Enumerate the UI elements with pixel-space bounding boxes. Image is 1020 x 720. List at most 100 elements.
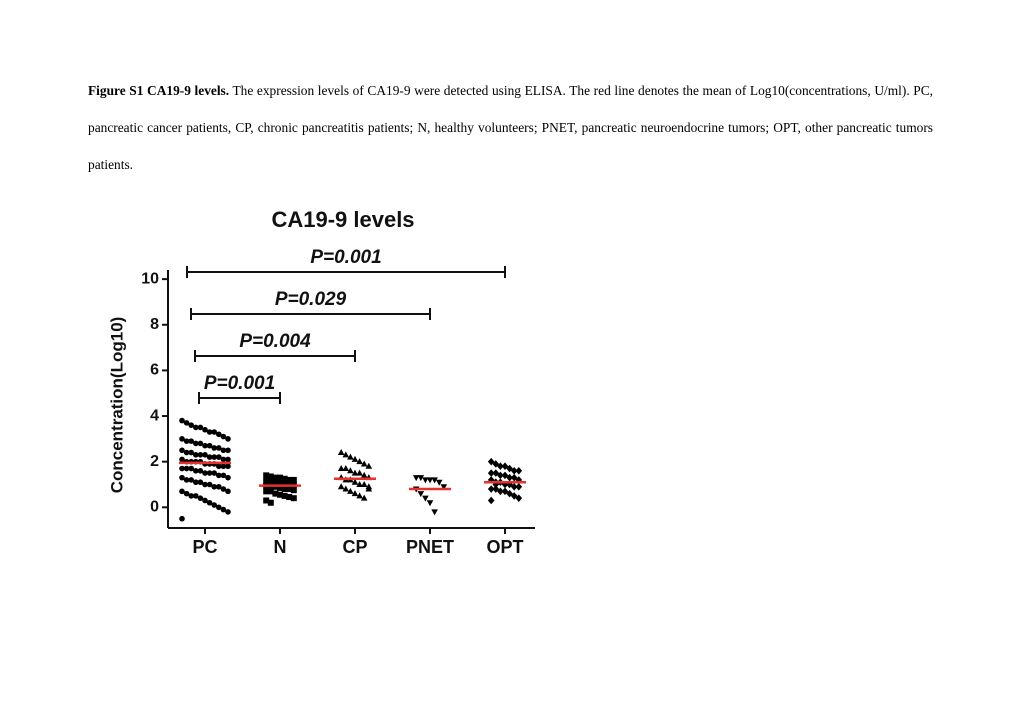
data-point [179,474,185,481]
x-tick-label: CP [342,537,367,557]
y-tick-label: 4 [150,407,159,424]
data-point [183,420,190,426]
data-point [342,465,350,472]
data-point [431,509,438,516]
data-point [515,482,523,491]
y-tick-label: 8 [150,316,159,333]
data-point [277,491,283,498]
data-point [360,460,368,467]
data-point [337,465,345,472]
data-point [197,424,204,431]
data-point [277,480,283,487]
y-tick-label: 2 [150,453,159,470]
data-point [347,467,354,474]
data-point [417,475,425,482]
data-point [206,442,213,449]
data-point [277,474,283,481]
data-point [497,471,504,480]
data-point [220,456,227,463]
data-point [216,504,222,511]
data-point [193,440,199,447]
data-point [263,488,270,495]
data-point [272,474,279,481]
data-point [272,490,279,497]
data-point [356,469,363,476]
data-point [356,458,363,465]
data-point [263,472,270,479]
data-point [290,487,297,494]
data-point [263,478,270,485]
data-point [356,480,363,487]
data-point [193,452,199,458]
p-value-label: P=0.004 [239,331,311,352]
data-point [286,486,293,493]
data-point [351,478,359,485]
data-point [412,475,420,482]
data-point [220,433,227,440]
data-point [202,481,208,488]
data-point [179,417,185,424]
data-point [225,463,231,470]
data-point [290,495,297,502]
y-tick-label: 6 [150,362,159,379]
data-point [225,456,231,463]
data-point [281,475,288,482]
data-point [206,481,213,488]
data-point [179,515,185,522]
data-point [426,500,434,507]
data-point [435,479,443,486]
data-point [267,479,274,486]
data-point [193,479,199,486]
caption-text: The expression levels of CA19-9 were det… [88,83,934,172]
data-point [220,447,227,454]
data-point [492,469,500,477]
data-point [206,499,213,506]
data-point [487,496,495,505]
data-point [422,477,429,484]
data-point [183,477,190,483]
data-point [286,494,293,501]
x-tick-label: PC [192,537,217,557]
data-point [220,506,227,513]
data-point [431,477,438,484]
p-value-label: P=0.001 [310,247,381,268]
data-point [211,429,217,435]
data-point [440,484,448,491]
data-point [337,449,345,456]
y-tick-label: 10 [141,270,159,287]
data-point [510,482,518,491]
chart-title: CA19-9 levels [271,207,414,232]
data-point [202,442,208,449]
data-point [422,495,429,502]
data-point [197,468,204,474]
p-value-label: P=0.001 [204,373,275,394]
data-point [347,487,354,494]
data-point [179,436,185,442]
data-point [202,497,208,504]
data-point [193,493,199,499]
data-point [497,487,504,496]
data-point [216,454,222,460]
data-point [188,493,194,499]
data-point [179,488,185,495]
data-point [342,451,350,458]
data-point [183,465,190,472]
data-point [492,460,500,468]
significance-bracket [186,266,506,278]
data-point [225,447,231,454]
data-point [202,426,208,433]
data-point [179,447,185,454]
data-point [286,476,293,483]
data-point [206,454,213,460]
data-point [197,452,204,458]
data-point [216,431,222,438]
data-point [487,469,495,477]
data-point [193,468,199,474]
data-point [360,471,368,478]
data-point [263,497,270,504]
data-point [216,445,222,451]
data-point [267,499,274,506]
data-point [426,477,434,484]
data-point [179,456,185,463]
